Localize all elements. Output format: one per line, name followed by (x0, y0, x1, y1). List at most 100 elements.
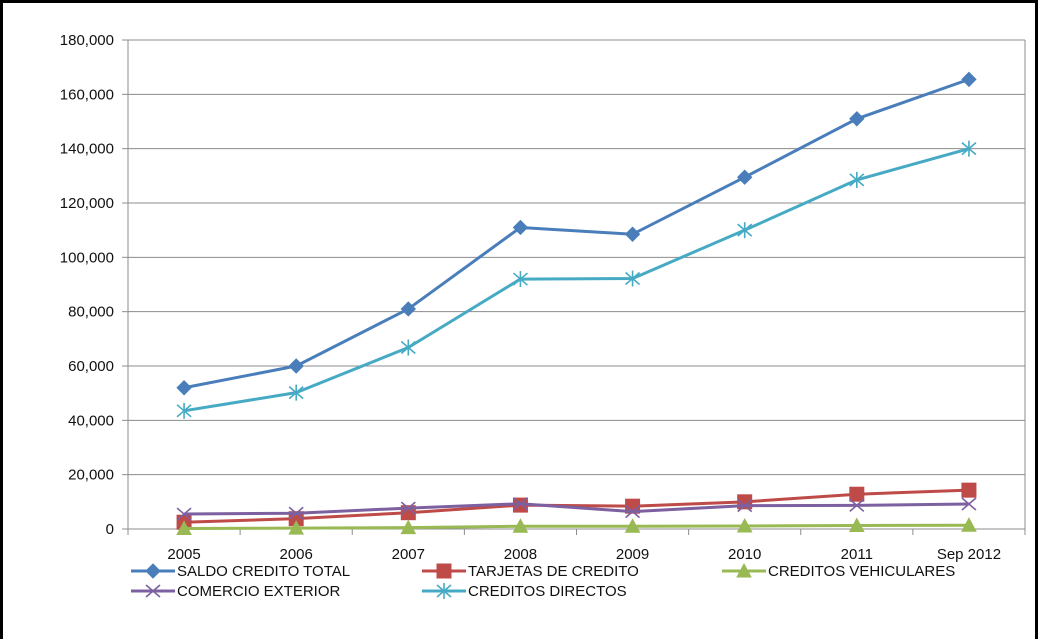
line-chart: 0 20,000 40,000 60,000 80,000 100,000 120,000 1… (60, 32, 1026, 600)
legend-item: CREDITOS DIRECTOS (422, 583, 627, 600)
data-point (624, 226, 641, 242)
data-point (737, 222, 753, 239)
legend-marker (145, 584, 161, 598)
diamond-shape (400, 301, 417, 317)
series-line (184, 502, 969, 516)
diamond-shape (624, 226, 641, 242)
diamond-shape (288, 358, 304, 374)
data-point (737, 499, 753, 513)
legend-marker (145, 563, 161, 579)
x-stroke (145, 584, 161, 598)
x-tick-label: 2006 (280, 546, 313, 563)
triangle-shape (624, 518, 641, 533)
series-creditos-vehiculares (176, 517, 977, 535)
legend-label: TARJETAS DE CREDITO (468, 563, 639, 580)
data-point (625, 270, 641, 287)
data-point (400, 301, 417, 317)
legend: SALDO CREDITO TOTAL TARJETAS DE CREDITO CR… (131, 562, 955, 600)
x-tick-label: 2011 (841, 546, 873, 563)
x-tick-label: Sep 2012 (937, 546, 1001, 563)
square-shape (436, 563, 452, 579)
data-point (736, 517, 753, 533)
x-stroke (961, 497, 977, 511)
data-point (625, 505, 641, 519)
triangle-shape (176, 520, 192, 535)
x-tick-label: 2010 (728, 546, 761, 563)
legend-label: COMERCIO EXTERIOR (177, 583, 341, 600)
legend-label: CREDITOS DIRECTOS (468, 583, 627, 600)
data-point (961, 140, 977, 157)
data-point (176, 380, 192, 396)
data-point (176, 402, 192, 419)
x-stroke (288, 506, 304, 520)
series-creditos-directos (176, 140, 977, 419)
x-stroke (625, 505, 641, 519)
data-point (849, 171, 865, 188)
x-stroke (400, 501, 416, 515)
diamond-shape (145, 563, 161, 579)
legend-label: SALDO CREDITO TOTAL (177, 563, 350, 580)
diamond-shape (512, 219, 529, 236)
legend-item: SALDO CREDITO TOTAL (131, 563, 350, 580)
triangle-shape (400, 519, 417, 535)
y-tick-label: 80,000 (68, 304, 114, 321)
series-line (183, 147, 970, 413)
series-saldo-credito-total (176, 71, 977, 396)
data-point (512, 518, 529, 533)
y-tick-label: 20,000 (68, 467, 114, 484)
data-point (288, 358, 304, 374)
y-tick-label: 60,000 (68, 358, 114, 375)
triangle-shape (961, 517, 977, 532)
data-point (961, 71, 977, 88)
data-point (961, 482, 977, 498)
data-point (288, 384, 304, 401)
data-point (849, 498, 865, 512)
gridlines (128, 39, 1025, 476)
x-stroke (512, 497, 528, 511)
data-point (624, 518, 641, 533)
data-point (512, 497, 528, 511)
legend-marker (436, 563, 452, 579)
series-lines (176, 71, 977, 535)
data-point (400, 339, 416, 356)
y-tick-label: 40,000 (68, 412, 114, 429)
x-stroke (176, 507, 192, 521)
series-line (184, 523, 969, 530)
y-tick-label: 0 (106, 521, 114, 538)
diamond-shape (961, 71, 977, 88)
data-point (961, 517, 977, 532)
x-tick-label: 2007 (392, 546, 425, 563)
x-tick-label: 2008 (504, 546, 537, 563)
data-point (400, 519, 417, 535)
triangle-shape (288, 520, 305, 535)
legend-item: TARJETAS DE CREDITO (422, 563, 639, 580)
x-stroke (849, 498, 865, 512)
x-tick-label: 2005 (167, 546, 200, 563)
axes: 0 20,000 40,000 60,000 80,000 100,000 120,000 1… (60, 32, 1026, 563)
data-point (176, 507, 192, 521)
legend-label: CREDITOS VEHICULARES (768, 563, 955, 580)
y-tick-label: 160,000 (60, 86, 114, 103)
data-point (849, 111, 865, 127)
x-tick-label: 2009 (616, 546, 649, 563)
series-comercio-exterior (176, 497, 977, 521)
legend-marker (736, 562, 752, 578)
diamond-shape (736, 169, 753, 185)
data-point (512, 271, 528, 288)
series-line (184, 488, 969, 524)
square-shape (961, 482, 977, 498)
diamond-shape (849, 111, 865, 127)
y-tick-label: 100,000 (60, 249, 114, 266)
y-tick-label: 120,000 (60, 195, 114, 212)
legend-item: COMERCIO EXTERIOR (131, 583, 341, 600)
data-point (176, 520, 192, 535)
triangle-shape (736, 517, 753, 533)
data-point (512, 219, 529, 236)
x-stroke (737, 499, 753, 513)
square-shape (849, 486, 865, 502)
data-point (849, 486, 865, 502)
data-point (288, 520, 305, 535)
diamond-shape (176, 380, 192, 396)
data-point (736, 169, 753, 185)
